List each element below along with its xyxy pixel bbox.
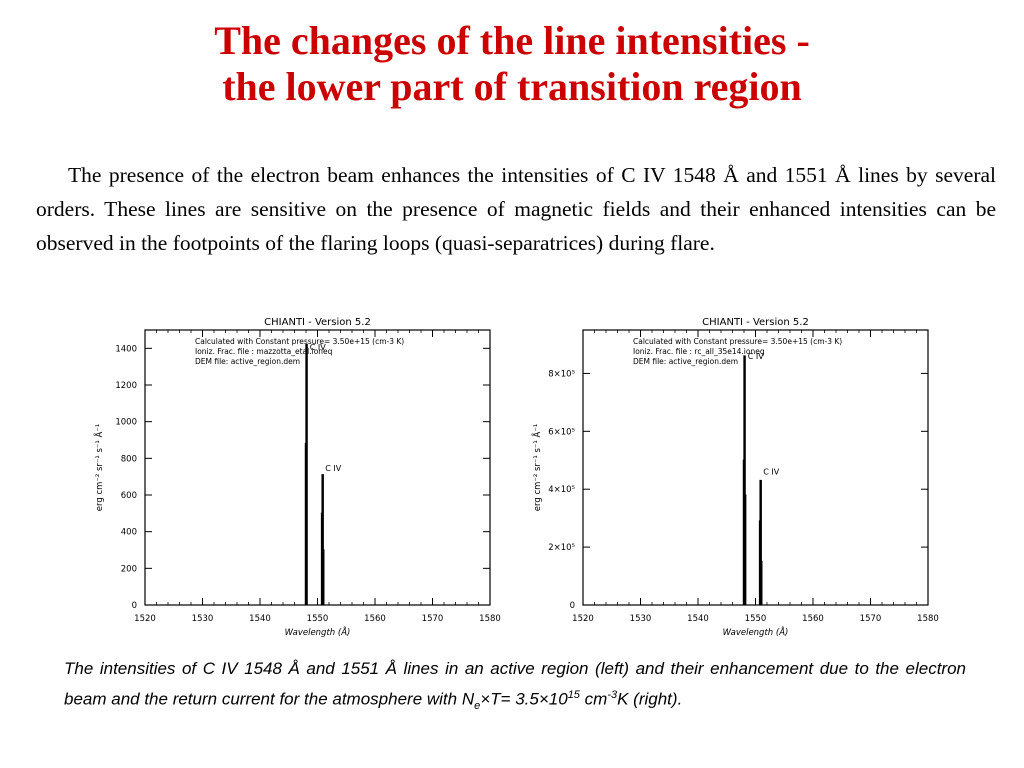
body-paragraph: The presence of the electron beam enhanc… (36, 158, 996, 260)
chart-right-ylabel: erg cm⁻² sr⁻¹ s⁻¹ Å⁻¹ (531, 424, 543, 511)
caption-times: × (480, 689, 491, 709)
chart-left-ytick-label-6: 1200 (115, 381, 137, 391)
slide-title: The changes of the line intensities - th… (0, 18, 1024, 110)
chart-right-series-4 (758, 520, 762, 605)
figure-caption: The intensities of C IV 1548 Å and 1551 … (64, 656, 966, 719)
caption-ne-symbol: N (461, 689, 475, 709)
chart-left-info-line-0: Calculated with Constant pressure= 3.50e… (195, 337, 404, 346)
chart-right-xtick-label-2: 1540 (687, 614, 709, 624)
chart-left-xtick-label-5: 1570 (422, 614, 444, 624)
caption-exponent-minus3: -3 (607, 689, 618, 701)
chart-left-series-1 (304, 443, 308, 605)
chart-right-info-line-2: DEM file: active_region.dem (633, 357, 738, 366)
chart-right-annotation-1: C IV (748, 352, 764, 361)
chart-right-annotation-0: C IV (763, 468, 779, 477)
chart-left-xtick-label-3: 1550 (307, 614, 329, 624)
chart-right-series-5 (760, 560, 763, 605)
chart-left-title: CHIANTI - Version 5.2 (264, 317, 371, 328)
chart-right-xtick-label-3: 1550 (745, 614, 767, 624)
chart-right-info-line-1: Ioniz. Frac. file : rc_all_35e14.ioneq (633, 347, 765, 356)
chart-right-ytick-label-2: 4×10⁵ (548, 485, 575, 495)
chart-left-series-3 (320, 512, 324, 605)
chart-left-xtick-label-4: 1560 (364, 614, 386, 624)
slide-title-line-2: the lower part of transition region (222, 64, 802, 109)
chart-right-title: CHIANTI - Version 5.2 (702, 317, 809, 328)
chart-left-info-line-2: DEM file: active_region.dem (195, 357, 300, 366)
chart-left-svg: CHIANTI - Version 5.2 Calculated with Con… (93, 317, 501, 638)
chart-left-ytick-label-3: 600 (121, 491, 137, 501)
chart-left-xtick-label-0: 1520 (134, 614, 156, 624)
chart-left-info-line-1: Ioniz. Frac. file : mazzotta_etal.ioneq (195, 347, 333, 356)
chart-left-ytick-label-2: 400 (121, 528, 137, 538)
chart-right-xtick-label-0: 1520 (572, 614, 594, 624)
chart-right-xtick-label-4: 1560 (802, 614, 824, 624)
chart-right-ytick-label-3: 6×10⁵ (548, 427, 575, 437)
chart-left-ytick-label-5: 1000 (115, 418, 137, 428)
chart-left-xtick-label-1: 1530 (192, 614, 214, 624)
chart-right-ytick-label-4: 8×10⁵ (548, 369, 575, 379)
chart-right-series-1 (742, 459, 746, 605)
chart-right: CHIANTI - Version 5.2 Calculated with Con… (528, 312, 948, 652)
body-paragraph-text: The presence of the electron beam enhanc… (36, 163, 996, 255)
chart-left: CHIANTI - Version 5.2 Calculated with Con… (90, 312, 510, 652)
chart-left-xlabel: Wavelength (Å) (285, 626, 351, 638)
chart-right-info-line-0: Calculated with Constant pressure= 3.50e… (633, 337, 842, 346)
chart-left-ytick-label-7: 1400 (115, 344, 137, 354)
caption-ne-subscript: e (474, 700, 481, 713)
caption-exponent-15: 15 (567, 689, 580, 701)
chart-left-ylabel: erg cm⁻² sr⁻¹ s⁻¹ Å⁻¹ (93, 424, 105, 511)
chart-left-xtick-label-2: 1540 (249, 614, 271, 624)
caption-t-equals: T= 3.5×10 (490, 689, 568, 709)
chart-right-xlabel: Wavelength (Å) (723, 626, 789, 638)
chart-right-xtick-label-6: 1580 (917, 614, 939, 624)
chart-left-series-4 (322, 549, 325, 605)
chart-right-svg: CHIANTI - Version 5.2 Calculated with Con… (531, 317, 939, 638)
caption-tail: K (right). (617, 689, 683, 709)
chart-right-ytick-label-1: 2×10⁵ (548, 543, 575, 553)
chart-left-plot-frame (144, 329, 491, 606)
chart-left-ytick-label-0: 0 (132, 601, 137, 611)
caption-text: The intensities of C IV 1548 Å and 1551 … (64, 659, 966, 709)
chart-right-plot-frame (582, 329, 929, 606)
chart-left-annotation-0: C IV (325, 464, 341, 473)
chart-right-xtick-label-1: 1530 (630, 614, 652, 624)
chart-left-annotation-1: C IV (310, 343, 326, 352)
chart-left-xtick-label-6: 1580 (479, 614, 501, 624)
chart-left-ytick-label-1: 200 (121, 564, 137, 574)
chart-left-ytick-label-4: 800 (121, 454, 137, 464)
chart-right-series-2 (744, 494, 747, 605)
slide-title-line-1: The changes of the line intensities - (214, 18, 810, 63)
caption-unit-cm: cm (579, 689, 608, 709)
chart-right-ytick-label-0: 0 (570, 601, 575, 611)
chart-right-xtick-label-5: 1570 (860, 614, 882, 624)
